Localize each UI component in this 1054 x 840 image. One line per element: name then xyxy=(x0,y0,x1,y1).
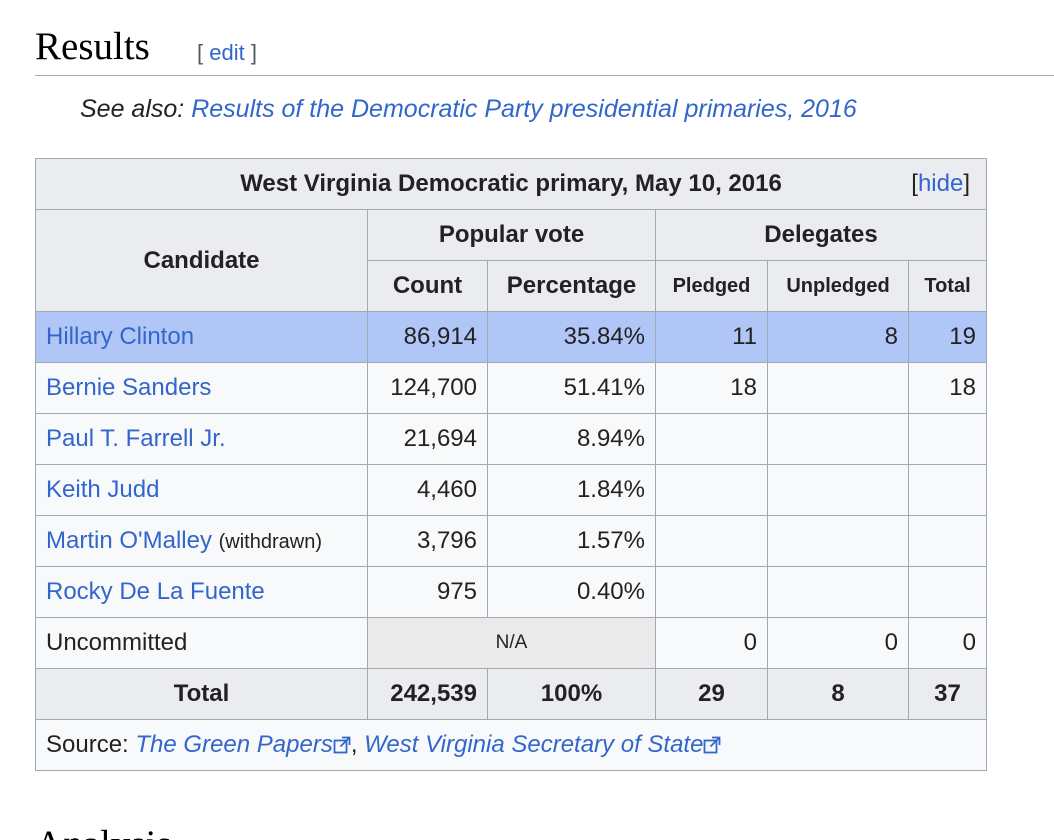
header-unpledged: Unpledged xyxy=(767,260,909,312)
source-row: Source: The Green Papers, West Virginia … xyxy=(35,719,987,771)
pledged-delegates: 11 xyxy=(655,311,768,363)
vote-count: 975 xyxy=(367,566,488,618)
header-percentage: Percentage xyxy=(487,260,656,312)
header-total: Total xyxy=(908,260,987,312)
total-count: 242,539 xyxy=(367,668,488,720)
total-label: Total xyxy=(35,668,368,720)
next-heading: Analysis xyxy=(35,822,172,840)
candidate-row: Hillary Clinton 86,914 35.84% 11 8 19 xyxy=(35,311,987,363)
header-pledged: Pledged xyxy=(655,260,768,312)
candidate-link[interactable]: Rocky De La Fuente xyxy=(46,578,265,605)
candidate-link[interactable]: Paul T. Farrell Jr. xyxy=(46,425,226,452)
total-delegates xyxy=(908,515,987,567)
pledged-delegates: 0 xyxy=(655,617,768,669)
candidate-link[interactable]: Hillary Clinton xyxy=(46,323,195,350)
candidate-row: Martin O'Malley (withdrawn) 3,796 1.57% xyxy=(35,515,987,567)
candidate-link[interactable]: Keith Judd xyxy=(46,476,160,503)
total-delegates xyxy=(908,413,987,465)
section-heading: Results xyxy=(35,25,150,68)
candidate-row: Paul T. Farrell Jr. 21,694 8.94% xyxy=(35,413,987,465)
vote-count: 3,796 xyxy=(367,515,488,567)
candidate-cell: Uncommitted xyxy=(35,617,368,669)
hide-link[interactable]: hide xyxy=(917,170,964,197)
external-link-icon xyxy=(333,736,351,754)
source-link[interactable]: The Green Papers xyxy=(135,731,333,758)
candidate-link[interactable]: Martin O'Malley xyxy=(46,527,212,554)
vote-count: 4,460 xyxy=(367,464,488,516)
candidate-name: Uncommitted xyxy=(46,629,188,656)
unpledged-delegates: 8 xyxy=(767,311,909,363)
candidate-cell: Hillary Clinton xyxy=(35,311,368,363)
total-delegates: 19 xyxy=(908,311,987,363)
external-link-icon xyxy=(704,736,721,754)
vote-percentage: 0.40% xyxy=(487,566,656,618)
candidate-row: Rocky De La Fuente 975 0.40% xyxy=(35,566,987,618)
heading-rule xyxy=(35,75,1054,76)
candidate-link[interactable]: Bernie Sanders xyxy=(46,374,212,401)
total-unpledged: 8 xyxy=(767,668,909,720)
candidate-cell: Rocky De La Fuente xyxy=(35,566,368,618)
total-row: Total 242,539 100% 29 8 37 xyxy=(35,668,987,720)
see-also-link[interactable]: Results of the Democratic Party presiden… xyxy=(191,95,857,123)
edit-section: [ edit ] xyxy=(197,40,257,65)
source-link[interactable]: West Virginia Secretary of State xyxy=(364,731,704,758)
header-candidate: Candidate xyxy=(35,209,368,312)
candidate-row: Keith Judd 4,460 1.84% xyxy=(35,464,987,516)
vote-percentage: 1.57% xyxy=(487,515,656,567)
unpledged-delegates xyxy=(767,362,909,414)
total-percentage: 100% xyxy=(487,668,656,720)
vote-percentage: 51.41% xyxy=(487,362,656,414)
vote-percentage: 35.84% xyxy=(487,311,656,363)
caption-text: West Virginia Democratic primary, May 10… xyxy=(240,170,782,197)
edit-link[interactable]: edit xyxy=(209,40,245,65)
popular-vote-na: N/A xyxy=(367,617,656,669)
candidate-cell: Keith Judd xyxy=(35,464,368,516)
results-table: West Virginia Democratic primary, May 10… xyxy=(35,158,987,771)
unpledged-delegates xyxy=(767,464,909,516)
header-delegates: Delegates xyxy=(655,209,987,261)
pledged-delegates xyxy=(655,464,768,516)
pledged-delegates xyxy=(655,515,768,567)
see-also: See also: Results of the Democratic Part… xyxy=(80,95,857,124)
pledged-delegates xyxy=(655,413,768,465)
candidate-row: Bernie Sanders 124,700 51.41% 18 18 xyxy=(35,362,987,414)
header-count: Count xyxy=(367,260,488,312)
total-delegates xyxy=(908,566,987,618)
unpledged-delegates xyxy=(767,515,909,567)
total-delegates: 0 xyxy=(908,617,987,669)
see-also-prefix: See also: xyxy=(80,95,185,123)
header-popular-vote: Popular vote xyxy=(367,209,656,261)
total-total: 37 xyxy=(908,668,987,720)
candidate-cell: Martin O'Malley (withdrawn) xyxy=(35,515,368,567)
total-delegates: 18 xyxy=(908,362,987,414)
candidate-note: (withdrawn) xyxy=(218,531,322,553)
total-pledged: 29 xyxy=(655,668,768,720)
total-delegates xyxy=(908,464,987,516)
table-body: Hillary Clinton 86,914 35.84% 11 8 19 Bernie S… xyxy=(35,311,987,771)
unpledged-delegates xyxy=(767,413,909,465)
vote-percentage: 8.94% xyxy=(487,413,656,465)
pledged-delegates xyxy=(655,566,768,618)
hide-toggle: [hide] xyxy=(911,170,970,197)
candidate-row: Uncommitted N/A 0 0 0 xyxy=(35,617,987,669)
candidate-cell: Bernie Sanders xyxy=(35,362,368,414)
vote-percentage: 1.84% xyxy=(487,464,656,516)
source-separator: , xyxy=(350,731,358,758)
pledged-delegates: 18 xyxy=(655,362,768,414)
source-prefix: Source: xyxy=(46,731,129,758)
source-cell: Source: The Green Papers, West Virginia … xyxy=(35,719,987,771)
candidate-cell: Paul T. Farrell Jr. xyxy=(35,413,368,465)
unpledged-delegates xyxy=(767,566,909,618)
table-caption: West Virginia Democratic primary, May 10… xyxy=(35,158,987,210)
unpledged-delegates: 0 xyxy=(767,617,909,669)
vote-count: 21,694 xyxy=(367,413,488,465)
vote-count: 86,914 xyxy=(367,311,488,363)
vote-count: 124,700 xyxy=(367,362,488,414)
